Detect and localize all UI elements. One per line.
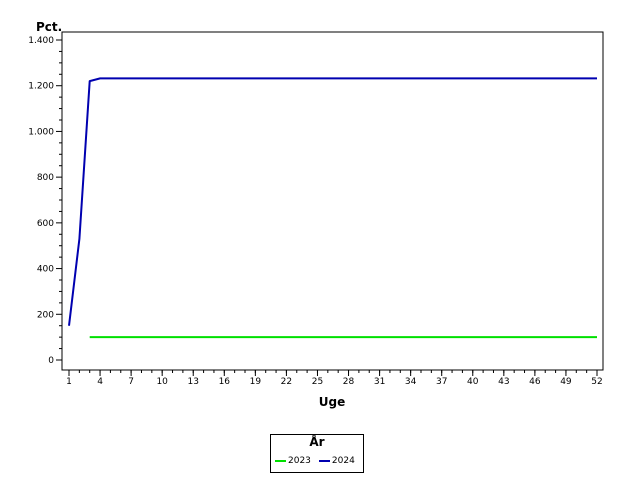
x-tick-label: 16 [219, 377, 231, 387]
x-tick-label: 37 [436, 377, 447, 387]
legend-swatch [275, 460, 286, 462]
x-tick-label: 13 [188, 377, 199, 387]
x-tick-label: 10 [156, 377, 168, 387]
y-tick-label: 1.400 [28, 36, 54, 46]
x-tick-label: 28 [343, 377, 355, 387]
y-tick-label: 600 [37, 219, 54, 229]
x-tick-label: 4 [97, 377, 103, 387]
x-axis: 1 4 7 10 13 16 19 22 25 28 31 34 37 40 43 46 49 52 [66, 370, 603, 387]
legend-label: 2024 [331, 456, 355, 466]
legend: År 2023 2024 [270, 434, 364, 473]
x-tick-label: 40 [467, 377, 479, 387]
x-tick-label: 1 [66, 377, 72, 387]
legend-label: 2023 [288, 456, 311, 466]
series-line-2024 [68, 77, 597, 326]
plot-area [61, 31, 604, 371]
y-tick-label: 400 [37, 265, 54, 275]
legend-items: 2023 2024 [275, 456, 355, 466]
x-tick-label: 43 [498, 377, 509, 387]
x-tick-label: 7 [128, 377, 134, 387]
x-tick-label: 31 [374, 377, 385, 387]
y-tick-label: 1.000 [28, 127, 54, 137]
series-layer [68, 77, 597, 339]
legend-swatch [318, 460, 330, 462]
x-tick-label: 46 [529, 377, 541, 387]
y-tick-label: 0 [48, 356, 54, 366]
x-tick-label: 19 [250, 377, 262, 387]
y-tick-label: 800 [37, 173, 54, 183]
x-axis-title: Uge [319, 395, 345, 409]
legend-title: År [309, 435, 325, 449]
y-axis-title: Pct. [36, 20, 62, 34]
y-tick-label: 200 [37, 310, 54, 320]
x-tick-label: 52 [591, 377, 602, 387]
y-tick-label: 1.200 [28, 82, 54, 92]
legend-item-2023: 2023 [275, 456, 311, 466]
x-tick-label: 49 [560, 377, 572, 387]
x-tick-label: 25 [312, 377, 323, 387]
legend-item-2024: 2024 [318, 456, 355, 466]
x-tick-label: 22 [281, 377, 292, 387]
y-axis: 0 200 400 600 800 1.000 1.200 1.400 [28, 36, 62, 366]
x-tick-label: 34 [405, 377, 417, 387]
